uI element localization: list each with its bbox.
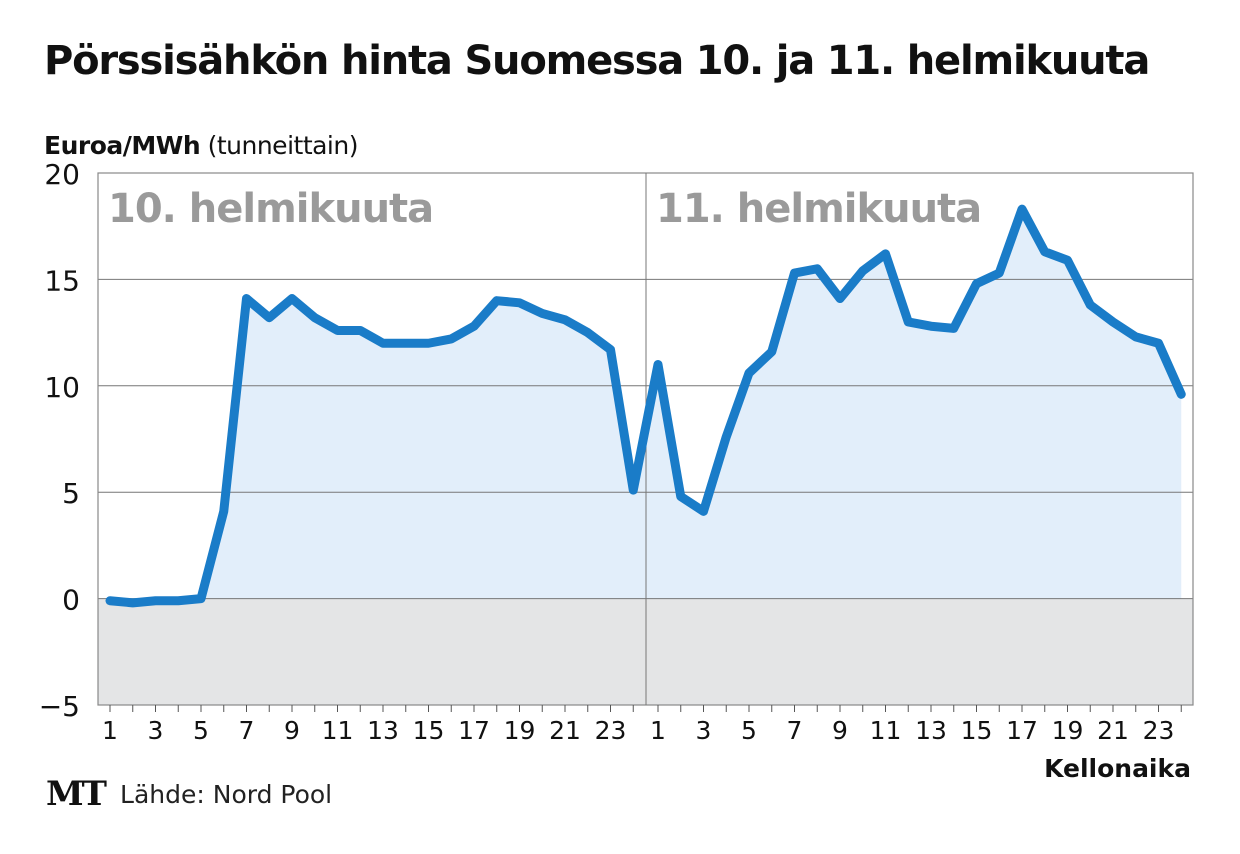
data-point-day1-h2 [128, 598, 137, 607]
y-tick-label: 20 [44, 158, 80, 191]
data-point-day2-h2 [676, 492, 685, 501]
y-axis-unit-label: Euroa/MWh (tunneittain) [44, 131, 358, 160]
mt-logo: MT [46, 774, 107, 814]
data-point-day2-h22 [1131, 332, 1140, 341]
data-point-day1-h14 [401, 339, 410, 348]
x-tick-label: 13 [367, 716, 399, 745]
x-tick-label: 23 [595, 716, 627, 745]
x-tick-label: 17 [458, 716, 490, 745]
data-point-day1-h20 [538, 309, 547, 318]
x-tick-label: 15 [413, 716, 445, 745]
data-point-day1-h13 [379, 339, 387, 348]
data-point-day2-h3 [699, 507, 708, 516]
data-point-day2-h13 [927, 322, 935, 331]
data-point-day1-h9 [288, 294, 296, 303]
day-label: 11. helmikuuta [656, 186, 981, 232]
x-tick-label: 5 [741, 716, 757, 745]
data-point-day1-h7 [242, 294, 251, 303]
data-point-day2-h18 [1040, 247, 1049, 256]
data-point-day2-h7 [790, 269, 799, 278]
data-point-day2-h16 [995, 269, 1004, 278]
data-point-day2-h6 [767, 347, 776, 356]
data-point-day2-h1 [654, 360, 662, 369]
data-point-day1-h24 [629, 486, 638, 495]
x-tick-label: 7 [787, 716, 803, 745]
data-point-day1-h6 [219, 507, 228, 516]
data-point-day2-h21 [1109, 317, 1117, 326]
price-line [105, 204, 1186, 608]
x-tick-label: 9 [832, 716, 848, 745]
footer: MT Lähde: Nord Pool [46, 774, 332, 814]
y-axis-unit-note: (tunneittain) [207, 131, 359, 160]
data-point-day2-h17 [1018, 205, 1026, 214]
data-point-day1-h11 [333, 326, 342, 335]
x-tick-label: 3 [148, 716, 164, 745]
data-point-day2-h8 [813, 264, 822, 273]
x-tick-label: 17 [1006, 716, 1038, 745]
x-tick-label: 9 [284, 716, 300, 745]
x-tick-label: 13 [915, 716, 947, 745]
data-point-day1-h19 [515, 298, 524, 307]
data-point-day1-h22 [583, 328, 592, 337]
data-point-day1-h1 [106, 596, 114, 605]
data-point-day1-h21 [561, 315, 569, 324]
source-note: Lähde: Nord Pool [120, 779, 333, 809]
data-point-day2-h20 [1086, 300, 1095, 309]
data-point-day2-h10 [858, 266, 867, 275]
x-tick-label: 11 [322, 716, 354, 745]
data-point-day1-h23 [606, 345, 615, 354]
data-point-day1-h12 [356, 326, 365, 335]
x-tick-label: 1 [102, 716, 118, 745]
x-tick-label: 11 [870, 716, 902, 745]
data-point-day1-h17 [470, 322, 478, 331]
data-point-day2-h4 [722, 432, 731, 441]
x-tick-label: 23 [1143, 716, 1175, 745]
x-tick-label: 7 [239, 716, 255, 745]
data-point-day1-h3 [151, 596, 160, 605]
data-point-day1-h5 [197, 594, 205, 603]
data-point-day1-h16 [447, 334, 456, 343]
x-tick-label: 1 [650, 716, 666, 745]
day-label: 10. helmikuuta [108, 186, 433, 232]
data-point-day1-h15 [424, 339, 433, 348]
area-fill [110, 209, 1182, 603]
data-point-day1-h4 [174, 596, 183, 605]
data-point-day1-h18 [492, 296, 501, 305]
data-point-day2-h14 [949, 324, 958, 333]
data-point-day1-h8 [265, 313, 274, 322]
x-tick-label: 5 [193, 716, 209, 745]
y-tick-label: −5 [39, 690, 80, 723]
y-tick-label: 10 [44, 371, 80, 404]
y-tick-label: 0 [62, 584, 80, 617]
data-point-day2-h9 [836, 294, 844, 303]
data-point-day2-h12 [904, 317, 913, 326]
y-axis-unit: Euroa/MWh [44, 131, 201, 160]
data-point-day1-h10 [310, 313, 319, 322]
data-point-day2-h19 [1063, 256, 1072, 265]
x-tick-label: 19 [1052, 716, 1084, 745]
y-tick-label: 5 [62, 477, 80, 510]
y-tick-label: 15 [44, 264, 80, 297]
data-point-day2-h5 [745, 369, 753, 378]
x-tick-label: 21 [1097, 716, 1129, 745]
chart-title: Pörssisähkön hinta Suomessa 10. ja 11. h… [44, 38, 1150, 84]
x-tick-label: 3 [696, 716, 712, 745]
x-axis-label: Kellonaika [1044, 754, 1191, 783]
x-tick-label: 19 [504, 716, 536, 745]
data-point-day2-h23 [1154, 339, 1163, 348]
x-tick-label: 21 [549, 716, 581, 745]
data-point-day2-h15 [972, 279, 981, 288]
data-point-day2-h11 [881, 249, 890, 258]
data-point-day2-h24 [1177, 390, 1186, 399]
x-tick-label: 15 [961, 716, 993, 745]
